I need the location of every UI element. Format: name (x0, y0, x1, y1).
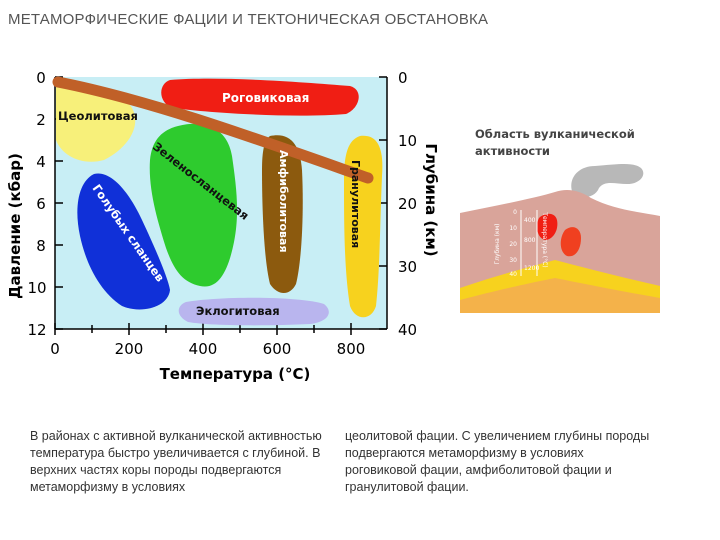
hornfels-region (161, 78, 359, 116)
x-tick: 600 (263, 340, 292, 358)
y-left-tick: 6 (36, 195, 46, 213)
x-tick: 200 (115, 340, 144, 358)
volcano-temperature-tick: 400 (524, 217, 536, 224)
y-right-tick: 40 (398, 321, 417, 339)
volcano-temperature-label: Температура (°С) (541, 211, 548, 267)
description-column-2: цеолитовой фации. С увеличением глубины … (345, 429, 650, 494)
zeolite-label: Цеолитовая (58, 109, 138, 123)
volcanic-area-figure: Область вулканической активности 0 10 20… (460, 127, 660, 313)
y-left-tick: 10 (27, 279, 46, 297)
hot-zone-inner (460, 278, 660, 313)
greenschist-region (149, 123, 238, 287)
ash-plume (571, 164, 644, 198)
y-left-tick: 2 (36, 111, 46, 129)
blueschist-region (77, 173, 170, 310)
x-tick: 400 (189, 340, 218, 358)
eclogite-label: Эклогитовая (196, 304, 280, 318)
y-right-tick: 20 (398, 195, 417, 213)
geotherm-line (52, 76, 374, 184)
amphibolite-region (262, 135, 303, 293)
y-left-tick: 12 (27, 321, 46, 339)
volcano-temperature-tick: 800 (524, 237, 536, 244)
eclogite-region (178, 297, 329, 326)
magma-chamber-upper (537, 213, 558, 240)
y-left-tick: 8 (36, 237, 46, 255)
y-left-tick: 4 (36, 153, 46, 171)
volcano-depth-tick: 0 (513, 209, 517, 216)
volcano-depth-tick: 20 (509, 241, 517, 248)
volcano-depth-tick: 10 (509, 225, 517, 232)
amphibolite-label: Амфиболитовая (277, 150, 290, 253)
description-column-1: В районах с активной вулканической актив… (30, 429, 322, 494)
x-tick: 0 (50, 340, 60, 358)
volcano-depth-label: Глубина (км) (494, 224, 501, 265)
magma-chamber-lower (560, 227, 581, 257)
volcano-title-line2: активности (475, 144, 550, 158)
y-right-tick: 0 (398, 69, 408, 87)
zeolite-region (56, 82, 136, 162)
y-right-axis-label: Глубина (км) (422, 143, 440, 256)
x-axis-label: Температура (°С) (160, 365, 311, 383)
right-ticks (379, 76, 387, 330)
y-right-tick: 30 (398, 258, 417, 276)
page-title: МЕТАМОРФИЧЕСКИЕ ФАЦИИ И ТЕКТОНИЧЕСКАЯ ОБ… (8, 11, 489, 28)
x-tick: 800 (337, 340, 366, 358)
hornfels-label: Роговиковая (222, 91, 309, 105)
y-left-tick: 0 (36, 69, 46, 87)
y-right-tick: 10 (398, 132, 417, 150)
facies-diagram: Цеолитовая Роговиковая Зеленосланцевая Г… (6, 69, 440, 383)
volcano-depth-tick: 30 (509, 257, 517, 264)
volcano-temperature-tick: 1200 (524, 265, 539, 272)
volcano-depth-tick: 40 (509, 271, 517, 278)
volcano-title-line1: Область вулканической (475, 127, 635, 141)
granulite-region (344, 135, 383, 318)
bottom-ticks (54, 323, 352, 335)
y-left-axis-label: Давление (кбар) (6, 153, 24, 299)
granulite-label: Гранулитовая (349, 160, 362, 248)
